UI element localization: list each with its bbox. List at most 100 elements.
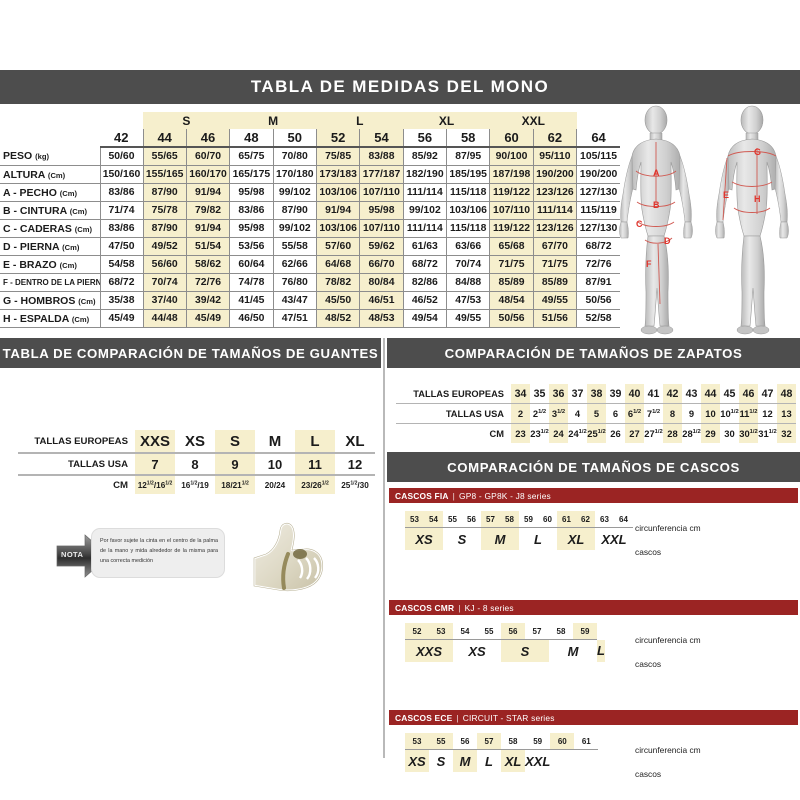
mono-cell: 190/200 — [532, 165, 577, 184]
mono-cell: 103/106 — [315, 183, 360, 202]
mono-cell: 160/170 — [185, 165, 230, 184]
gloves-eu-row: TALLAS EUROPEAS XXS XS S M L XL — [18, 430, 375, 452]
mono-row: ALTURA (Cm) 150/160 155/165 160/170 165/175 1… — [0, 165, 620, 184]
shoes-eu-cell: 46 — [739, 384, 758, 403]
mono-cell: 111/114 — [402, 183, 447, 202]
gloves-cm-cell: 23/261/2 — [295, 475, 335, 494]
mono-group-l: L — [316, 112, 404, 129]
mono-cell: 103/106 — [446, 201, 490, 220]
mono-row: D - PIERNA (Cm) 47/50 49/52 51/54 53/56 55/58… — [0, 237, 620, 256]
mono-cell: 45/50 — [315, 291, 360, 310]
gloves-cm-cell: 18/211/2 — [215, 475, 255, 494]
helmet-cm-cell: 56 — [501, 623, 525, 639]
mono-cell: 47/51 — [272, 309, 317, 328]
mono-cell: 50/56 — [576, 291, 620, 310]
mono-cell: 115/118 — [446, 219, 490, 238]
mono-cell: 56/60 — [142, 255, 187, 274]
shoes-usa-cell: 12 — [762, 408, 773, 419]
mono-section-title: TABLA DE MEDIDAS DEL MONO — [0, 70, 800, 104]
helmet-size-cell: XXL — [525, 753, 551, 769]
shoes-table-wrap: TALLAS EUROPEAS 34 35 36 37 38 39 40 41 42 43 44 45 4… — [396, 384, 796, 443]
mono-cell: 90/100 — [489, 147, 534, 166]
helmet-cm-cell: 59 — [524, 514, 533, 524]
mono-row-label-altura: ALTURA (Cm) — [0, 165, 100, 184]
helmet-cm-cell: 56 — [467, 514, 476, 524]
mono-group-m: M — [229, 112, 317, 129]
mono-cell: 99/102 — [272, 183, 317, 202]
shoes-eu-cell: 38 — [587, 384, 606, 403]
mono-cell: 46/52 — [402, 291, 447, 310]
marker-a: A — [653, 168, 660, 178]
shoes-usa-cell: 5 — [587, 403, 606, 423]
helmet-size-cell: M — [453, 749, 477, 772]
marker-e: E — [723, 190, 729, 200]
helmet-section-cmr: CASCOS CMR | KJ - 8 series 52 53 54 55 56 57 58 59… — [389, 600, 798, 681]
helmet-cm-cell: 54 — [460, 626, 470, 636]
mono-group-s: S — [143, 112, 230, 129]
helmet-rule — [405, 639, 605, 640]
gloves-usa-cell: 8 — [191, 456, 199, 472]
helmet-size-cell: XS — [405, 527, 443, 550]
mono-cell: 57/60 — [315, 237, 360, 256]
helmet-cm-cell: 58 — [500, 511, 519, 527]
mono-cell: 35/38 — [99, 291, 143, 310]
helmet-note-helmets: cascos — [635, 659, 662, 669]
helmet-section-ece: CASCOS ECE | CIRCUIT - STAR series 53 55 56 57… — [389, 710, 798, 791]
mono-size-46: 46 — [185, 129, 230, 148]
mono-row: G - HOMBROS (Cm) 35/38 37/40 39/42 41/45 43/4… — [0, 291, 620, 310]
mono-cell: 95/110 — [532, 147, 577, 166]
mono-row: H - ESPALDA (Cm) 45/49 44/48 45/49 46/50 47/5… — [0, 309, 620, 328]
helmet-cm-cell: 52 — [405, 623, 429, 639]
mono-cell: 87/90 — [142, 219, 187, 238]
gloves-eu-cell: XS — [184, 432, 205, 450]
helmet-series: CIRCUIT - STAR series — [462, 712, 555, 723]
helmet-cm-cell: 60 — [550, 733, 575, 749]
helmet-cm-cell: 61 — [557, 511, 576, 527]
helmet-size-cell: XS — [468, 643, 486, 659]
helmet-cm-cell: 59 — [573, 623, 597, 639]
helmet-size-cell: L — [597, 639, 605, 662]
gloves-eu-cell: XXS — [135, 430, 175, 452]
mono-cell: 85/92 — [402, 147, 447, 166]
mono-cell: 103/106 — [315, 219, 360, 238]
shoes-eu-label: TALLAS EUROPEAS — [413, 388, 504, 399]
mono-cell: 185/195 — [446, 165, 490, 184]
mono-cell: 83/86 — [99, 219, 143, 238]
shoes-eu-cell: 37 — [571, 387, 584, 400]
mono-cell: 95/98 — [359, 201, 404, 220]
shoes-usa-cell: 61/2 — [625, 403, 644, 423]
mono-size-60: 60 — [489, 129, 534, 148]
mono-cell: 60/64 — [229, 255, 274, 274]
mono-cell: 71/74 — [99, 201, 143, 220]
helmet-cm-cell: 55 — [429, 733, 453, 749]
mono-cell: 83/86 — [99, 183, 143, 202]
mono-cell: 50/60 — [99, 147, 143, 166]
shoes-eu-cell: 39 — [609, 387, 622, 400]
mono-cell: 51/56 — [532, 309, 577, 328]
helmet-rule-cell — [405, 749, 599, 750]
helmet-cm-cell: 58 — [556, 626, 566, 636]
mono-cell: 95/98 — [229, 183, 274, 202]
mono-row: PESO (kg) 50/60 55/65 60/70 65/75 70/80 75/85 8… — [0, 147, 620, 166]
helmet-section-bar: CASCOS FIA | GP8 - GP8K - J8 series — [389, 488, 798, 503]
mono-cell: 107/110 — [359, 183, 404, 202]
shoes-rule — [396, 403, 796, 404]
shoes-cm-cell: 231/2 — [530, 428, 549, 439]
shoes-cm-cell: 241/2 — [568, 428, 587, 439]
mono-cell: 150/160 — [99, 165, 143, 184]
vertical-divider — [383, 338, 385, 758]
helmet-cm-cell: 57 — [532, 626, 542, 636]
marker-c: C — [636, 219, 643, 229]
mono-cell: 62/66 — [272, 255, 317, 274]
mono-cell: 123/126 — [532, 183, 577, 202]
mono-cell: 49/52 — [142, 237, 187, 256]
mono-cell: 83/88 — [359, 147, 404, 166]
mono-group-spacer-42 — [100, 112, 143, 129]
mono-cell: 85/89 — [489, 273, 534, 292]
helmet-size-cell: S — [436, 753, 446, 769]
mono-cell: 85/89 — [532, 273, 577, 292]
shoes-cm-cell: 26 — [610, 428, 621, 439]
shoes-eu-cell: 42 — [663, 384, 682, 403]
helmet-cm-cell: 58 — [508, 736, 518, 746]
mono-group-xl: XL — [403, 112, 490, 129]
